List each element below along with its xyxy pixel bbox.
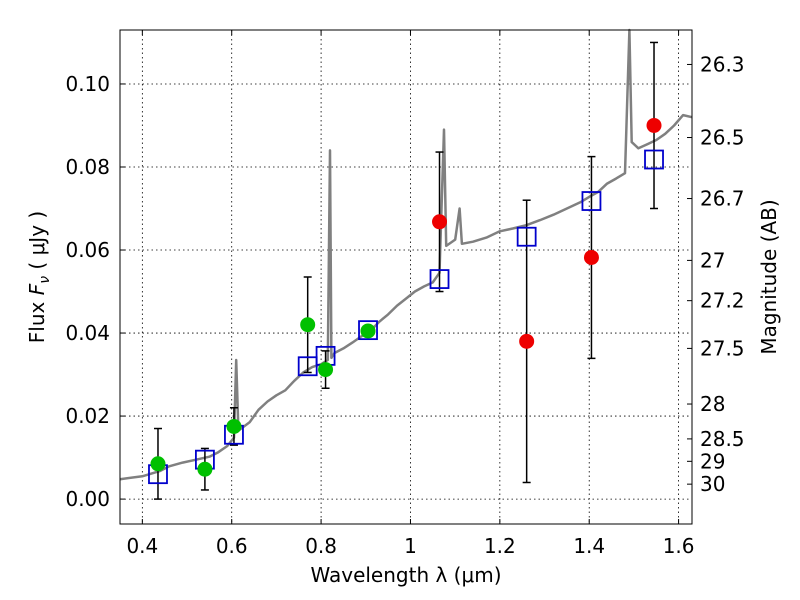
x-tick-label: 0.8 [305, 534, 337, 558]
y2-tick-label: 30 [700, 472, 725, 496]
y2-tick-label: 27 [700, 248, 725, 272]
y2-tick-label: 28.5 [700, 427, 745, 451]
x-tick-label: 1 [404, 534, 417, 558]
y-tick-label: 0.10 [65, 72, 110, 96]
photometry-point [583, 249, 599, 265]
tick-layer: 0.4 0.6 0.8 1 1.2 1.4 1.6 0.00 0.02 0.04 0.06 0.08 0… [65, 30, 745, 558]
y-axis-label-suffix: ( μJy ) [25, 211, 49, 276]
model-square-marker [516, 226, 537, 247]
y2-tick-label: 26.5 [700, 126, 745, 150]
y2-tick-label: 27.2 [700, 289, 745, 313]
photometry-point [646, 117, 662, 133]
photometry-point [197, 461, 213, 477]
x-tick-label: 1.6 [663, 534, 695, 558]
y2-tick-label: 27.5 [700, 336, 745, 360]
y2-tick-label: 29 [700, 449, 725, 473]
photometry-point [318, 362, 334, 378]
y2-axis-label: Magnitude (AB) [757, 199, 781, 354]
photometry-point [226, 418, 242, 434]
marker-layer [148, 117, 664, 485]
x-tick-label: 1.4 [573, 534, 605, 558]
photometry-point [300, 317, 316, 333]
y-axis-label-subscript: ν [37, 276, 53, 284]
photometry-point [519, 333, 535, 349]
x-tick-label: 1.2 [484, 534, 516, 558]
y-tick-label: 0.02 [65, 404, 110, 428]
model-square-marker [581, 191, 602, 211]
y-axis-label: Flux Fν ( μJy ) [25, 211, 53, 343]
model-square-marker [429, 269, 450, 289]
photometry-point [150, 456, 166, 472]
y-tick-label: 0.06 [65, 238, 110, 262]
photometry-point [360, 323, 376, 339]
y2-tick-label: 26.3 [700, 52, 745, 76]
y-axis-label-prefix: Flux [25, 295, 49, 343]
y-tick-label: 0.08 [65, 155, 110, 179]
plot-frame [119, 29, 693, 525]
y2-tick-label: 28 [700, 392, 725, 416]
model-square-marker [358, 320, 378, 341]
y2-tick-label: 26.7 [700, 187, 745, 211]
grid-layer [120, 30, 692, 524]
x-axis-label: Wavelength λ (μm) [310, 563, 501, 587]
model-square-marker [297, 356, 318, 377]
y-axis-label-symbol: F [25, 283, 49, 295]
photometry-point [432, 214, 448, 230]
x-tick-label: 0.4 [126, 534, 158, 558]
y-tick-label: 0.00 [65, 487, 110, 511]
y-tick-label: 0.04 [65, 321, 110, 345]
x-tick-label: 0.6 [216, 534, 248, 558]
model-square-marker [644, 149, 664, 170]
